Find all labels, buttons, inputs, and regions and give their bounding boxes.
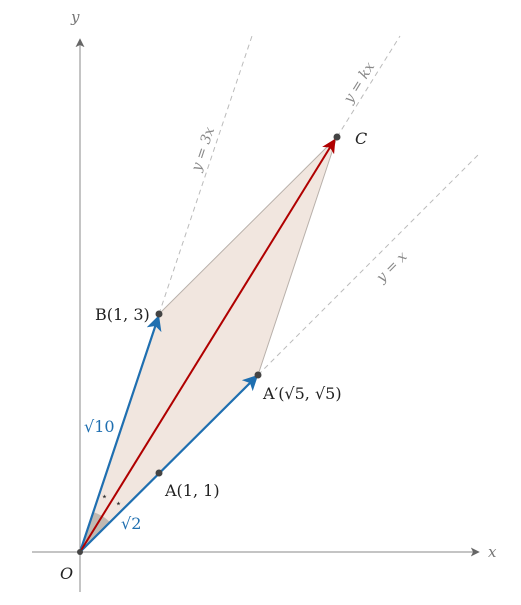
length-OB-label: √10 <box>84 417 115 436</box>
line-y-eq-kx <box>336 35 401 138</box>
y-axis-label: y <box>70 8 80 26</box>
point-A-prime <box>254 371 262 379</box>
vector-OB <box>78 315 162 553</box>
line-y-eq-x <box>257 154 479 376</box>
label-point-A: A(1, 1) <box>164 481 220 500</box>
angle-marker-lower: ⋆ <box>115 497 122 510</box>
x-axis-label: x <box>488 543 497 561</box>
line-y-eq-3x <box>158 35 253 315</box>
point-A <box>155 469 163 477</box>
point-C <box>333 133 341 141</box>
angle-sector <box>80 512 110 552</box>
label-point-A-prime: A′(√5, √5) <box>262 384 342 403</box>
label-y-eq-x: y = x <box>373 249 411 287</box>
angle-marker-upper: ⋆ <box>101 490 108 503</box>
length-OA-label: √2 <box>121 514 141 533</box>
vector-OC <box>79 138 336 553</box>
label-point-C: C <box>355 129 367 148</box>
label-y-eq-kx: y = kx <box>340 59 378 107</box>
point-O <box>77 549 83 555</box>
origin-label: O <box>60 564 73 583</box>
point-B <box>155 310 163 318</box>
vector-OA-prime <box>79 374 259 553</box>
label-point-B: B(1, 3) <box>95 305 150 324</box>
